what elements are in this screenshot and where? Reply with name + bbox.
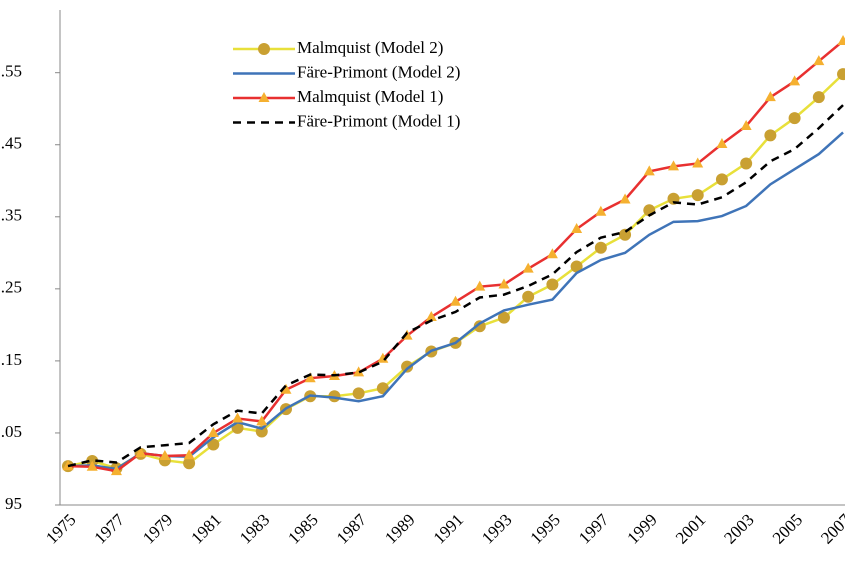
marker xyxy=(619,228,632,241)
x-tick-label: 1993 xyxy=(478,510,515,547)
marker xyxy=(232,412,244,423)
x-tick-label: 1979 xyxy=(139,510,176,547)
marker xyxy=(837,68,845,81)
y-tick-label: 95 xyxy=(5,494,22,513)
x-tick-label: 1975 xyxy=(42,510,79,547)
marker xyxy=(352,387,365,400)
series-line xyxy=(67,104,844,468)
marker xyxy=(668,160,679,171)
y-tick-label: .35 xyxy=(1,206,22,225)
x-tick-label: 2003 xyxy=(720,510,757,547)
marker xyxy=(813,55,825,66)
marker xyxy=(764,91,776,102)
marker xyxy=(788,112,801,125)
x-tick-label: 1997 xyxy=(575,510,613,548)
marker xyxy=(522,290,535,303)
x-tick-label: 2001 xyxy=(672,510,709,547)
marker xyxy=(183,457,196,470)
marker xyxy=(691,189,704,202)
marker xyxy=(571,223,583,234)
x-tick-label: 1995 xyxy=(527,510,564,547)
marker xyxy=(715,173,728,186)
marker xyxy=(619,193,631,204)
marker xyxy=(546,278,559,291)
marker xyxy=(740,157,753,170)
marker xyxy=(740,120,752,131)
legend-marker xyxy=(258,43,270,55)
marker xyxy=(716,138,728,149)
x-tick-label: 1987 xyxy=(333,510,371,548)
marker xyxy=(256,415,268,426)
legend-marker xyxy=(258,92,270,102)
legend-label: Färe-Primont (Model 1) xyxy=(297,111,460,130)
marker xyxy=(594,241,607,254)
series-line xyxy=(67,73,844,470)
x-tick-label: 1981 xyxy=(187,510,224,547)
marker xyxy=(110,465,122,476)
series-line xyxy=(67,40,844,473)
x-tick-label: 1991 xyxy=(430,510,467,547)
marker xyxy=(643,165,655,176)
y-tick-label: .05 xyxy=(1,422,22,441)
y-tick-label: .55 xyxy=(1,62,22,81)
marker xyxy=(692,157,704,168)
marker xyxy=(837,34,845,45)
marker xyxy=(450,295,462,306)
marker xyxy=(570,260,583,273)
marker xyxy=(789,75,801,86)
marker xyxy=(497,311,510,324)
x-tick-label: 1977 xyxy=(91,510,129,548)
marker xyxy=(401,360,414,373)
marker xyxy=(280,383,292,394)
marker xyxy=(546,248,558,259)
marker xyxy=(183,449,195,460)
marker xyxy=(86,460,98,471)
marker xyxy=(498,278,510,289)
marker xyxy=(159,450,171,461)
legend-label: Färe-Primont (Model 2) xyxy=(297,62,460,81)
marker xyxy=(304,372,316,383)
legend-label: Malmquist (Model 1) xyxy=(297,87,443,106)
marker xyxy=(764,129,777,142)
marker xyxy=(353,366,365,377)
x-tick-label: 2007 xyxy=(817,510,845,548)
marker xyxy=(207,426,219,437)
x-tick-label: 1983 xyxy=(236,510,273,547)
marker xyxy=(812,91,825,104)
marker xyxy=(522,262,534,273)
marker xyxy=(474,280,486,291)
marker xyxy=(425,310,437,321)
marker xyxy=(473,320,486,333)
marker xyxy=(135,447,147,458)
series-line xyxy=(67,131,844,471)
marker xyxy=(207,438,220,451)
x-tick-label: 1999 xyxy=(623,510,660,547)
legend-label: Malmquist (Model 2) xyxy=(297,38,443,57)
y-tick-label: .45 xyxy=(1,134,22,153)
x-tick-label: 2005 xyxy=(769,510,806,547)
x-tick-label: 1985 xyxy=(284,510,321,547)
x-tick-label: 1989 xyxy=(381,510,418,547)
y-tick-label: .25 xyxy=(1,278,22,297)
marker xyxy=(595,205,607,216)
y-tick-label: .15 xyxy=(1,350,22,369)
